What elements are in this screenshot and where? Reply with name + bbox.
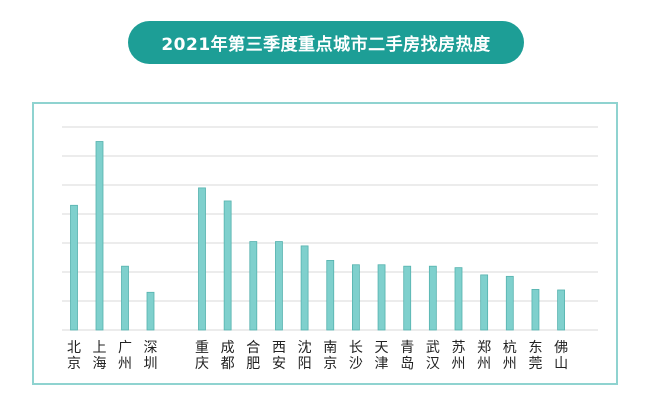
bar-5: [198, 187, 206, 331]
x-tick-label: 京: [323, 356, 337, 372]
x-tick-label: 州: [452, 356, 466, 372]
x-tick-label: 都: [221, 356, 235, 372]
x-tick-label: 山: [554, 356, 568, 372]
bar-17: [505, 275, 514, 331]
x-tick-label: 东: [528, 340, 542, 356]
x-tick-label: 汉: [426, 356, 440, 372]
bar-16: [480, 274, 489, 331]
x-tick-label: 南: [323, 340, 337, 356]
x-tick-label: 阳: [298, 356, 312, 372]
x-tick-label: 西: [272, 340, 286, 356]
x-tick-label: 沈: [298, 340, 312, 356]
bar-11: [351, 264, 360, 331]
x-tick-label: 郑: [477, 340, 491, 356]
chart-title: 2021年第三季度重点城市二手房找房热度: [128, 21, 524, 64]
x-tick-label: 重: [195, 340, 209, 356]
bar-9: [300, 245, 309, 331]
x-tick-label: 圳: [144, 356, 158, 372]
x-tick-label: 广: [118, 340, 132, 356]
x-tick-label: 庆: [195, 356, 209, 372]
x-tick-label: 州: [503, 356, 517, 372]
x-tick-label: 津: [375, 356, 389, 372]
x-tick-label: 安: [272, 356, 286, 372]
x-tick-label: 岛: [400, 356, 414, 372]
x-tick-label: 苏: [452, 340, 466, 356]
bar-15: [454, 267, 463, 331]
x-tick-label: 州: [118, 356, 132, 372]
bar-3: [121, 265, 129, 331]
x-tick-label: 青: [400, 340, 414, 356]
bar-12: [377, 264, 386, 331]
x-tick-label: 沙: [349, 356, 363, 372]
x-tick-label: 京: [67, 356, 81, 372]
x-tick-label: 合: [246, 340, 260, 356]
x-tick-label: 海: [93, 356, 107, 372]
bar-13: [403, 265, 412, 331]
bar-1: [70, 204, 78, 331]
bar-7: [249, 241, 258, 331]
x-tick-label: 上: [93, 340, 107, 356]
bar-6: [223, 200, 232, 331]
chart-frame: [32, 102, 618, 385]
bar-14: [428, 265, 437, 331]
x-tick-label: 天: [375, 340, 389, 356]
x-tick-label: 佛: [554, 340, 568, 356]
x-tick-label: 杭: [503, 340, 517, 356]
x-tick-label: 肥: [246, 356, 260, 372]
bar-8: [275, 241, 283, 331]
bar-18: [531, 288, 540, 331]
bar-4: [146, 291, 155, 331]
x-tick-label: 州: [477, 356, 491, 372]
bar-10: [326, 259, 335, 331]
x-tick-label: 北: [67, 340, 81, 356]
bar-19: [557, 289, 565, 331]
bar-2: [95, 141, 104, 331]
x-tick-label: 莞: [528, 356, 542, 372]
x-tick-label: 深: [144, 340, 158, 356]
x-tick-label: 武: [426, 340, 440, 356]
x-tick-label: 长: [349, 340, 363, 356]
x-tick-label: 成: [221, 340, 235, 356]
